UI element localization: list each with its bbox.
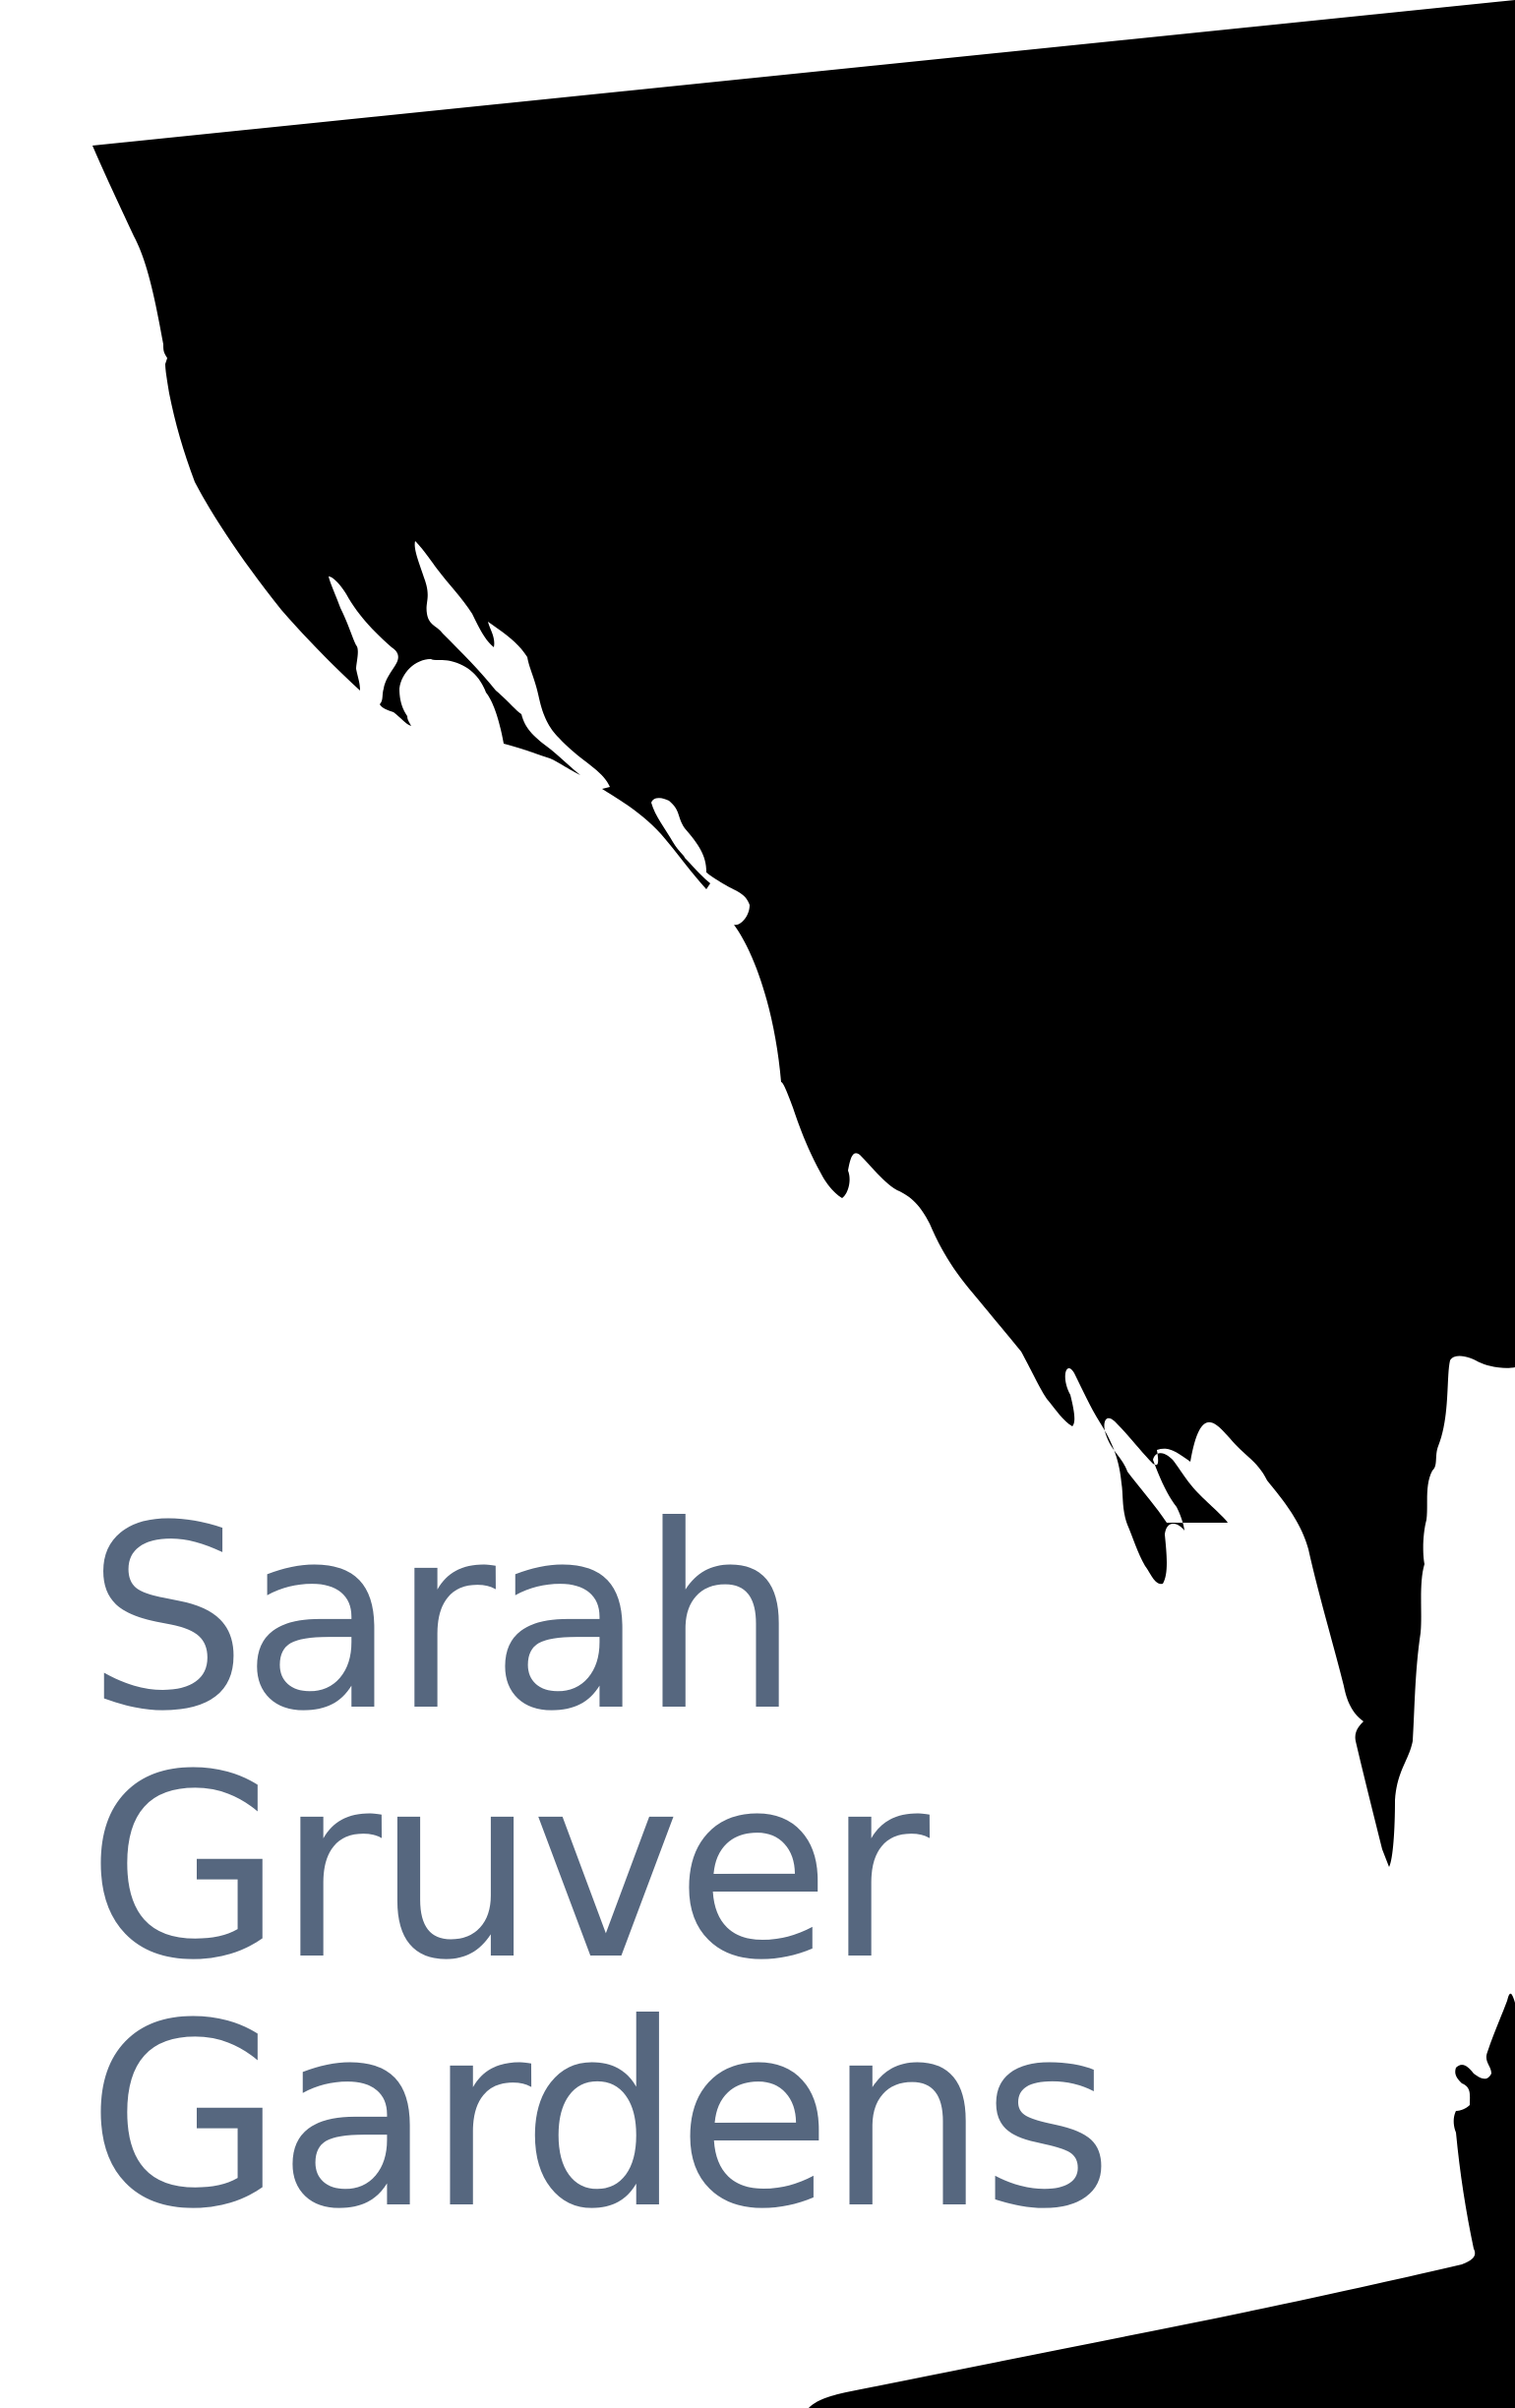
brand-name-line-2: Gruver bbox=[87, 1720, 930, 2016]
brand-wordmark: Sarah Gruver Gardens bbox=[87, 1472, 1114, 2264]
lower-silhouette-shape bbox=[809, 1993, 1515, 2408]
brand-name-line-3: Gardens bbox=[87, 1969, 1114, 2264]
upper-silhouette-shape bbox=[92, 0, 1515, 1867]
brand-name-line-1: Sarah bbox=[87, 1472, 801, 1767]
